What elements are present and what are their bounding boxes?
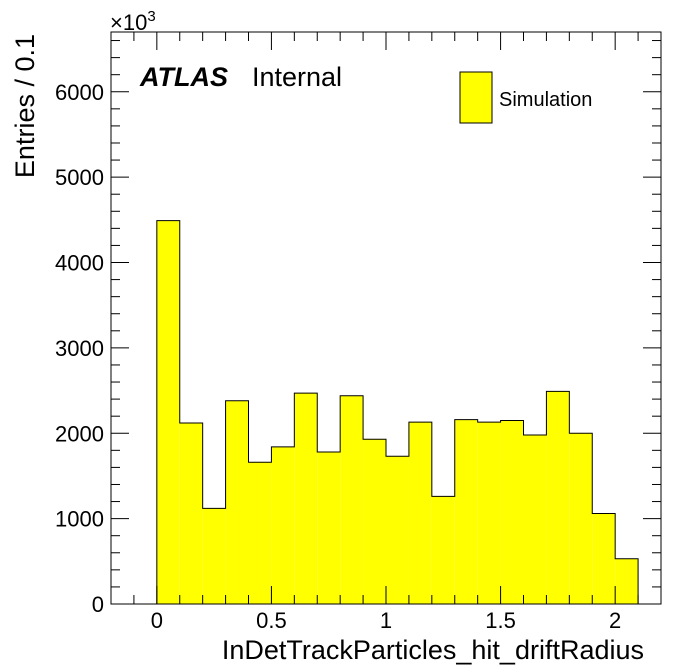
- histogram-bar: [248, 462, 272, 604]
- plot-frame: [110, 31, 662, 605]
- histogram-bar: [569, 433, 593, 604]
- histogram-bar: [317, 452, 341, 604]
- histogram-bar: [408, 422, 432, 604]
- y-tick-label: 4000: [55, 251, 104, 276]
- x-tick-label: 0.5: [256, 608, 287, 633]
- histogram-bar: [202, 508, 226, 604]
- x-tick-labels: 0 0.5 1 1.5 2: [151, 608, 622, 633]
- histogram-bar: [523, 434, 547, 604]
- x-tick-label: 1: [380, 608, 392, 633]
- histogram-bar: [546, 391, 570, 604]
- histogram-bar: [340, 395, 364, 604]
- y-tick-labels: 0 1000 2000 3000 4000 5000 6000: [55, 80, 104, 617]
- y-axis-label: Entries / 0.1: [10, 34, 40, 178]
- axis-ticks: [110, 32, 662, 605]
- x-tick-label: 2: [609, 608, 621, 633]
- histogram-bar: [592, 513, 616, 604]
- y-tick-label: 1000: [55, 507, 104, 532]
- y-multiplier-base: ×10: [110, 10, 147, 35]
- histogram-bar: [615, 558, 639, 604]
- histogram-bar: [363, 439, 386, 604]
- y-tick-label: 3000: [55, 336, 104, 361]
- atlas-label: ATLAS: [139, 62, 228, 92]
- y-tick-label: 2000: [55, 421, 104, 446]
- legend-label-simulation: Simulation: [499, 89, 592, 111]
- histogram-bar: [294, 393, 318, 604]
- histogram-bar: [431, 496, 455, 604]
- histogram-bars: [156, 220, 639, 604]
- legend-swatch: [459, 71, 493, 124]
- histogram-bar: [454, 419, 478, 604]
- x-tick-label: 0: [151, 608, 163, 633]
- histogram-bar: [179, 423, 203, 604]
- histogram-bar: [386, 456, 409, 604]
- y-tick-label: 6000: [55, 80, 104, 105]
- internal-label: Internal: [252, 62, 342, 92]
- x-axis-label: InDetTrackParticles_hit_driftRadius: [222, 635, 644, 665]
- histogram-outline: [156, 220, 639, 604]
- y-multiplier-exponent: 3: [147, 8, 155, 25]
- y-tick-label: 0: [92, 592, 104, 617]
- y-tick-label: 5000: [55, 165, 104, 190]
- histogram-bar: [225, 400, 249, 604]
- x-tick-label: 1.5: [485, 608, 516, 633]
- histogram-bar: [271, 446, 295, 604]
- legend: Simulation: [459, 71, 592, 124]
- histogram-bar: [477, 422, 501, 604]
- histogram-bar: [500, 420, 524, 604]
- y-multiplier: ×103: [110, 8, 156, 35]
- histogram-bar: [156, 220, 180, 604]
